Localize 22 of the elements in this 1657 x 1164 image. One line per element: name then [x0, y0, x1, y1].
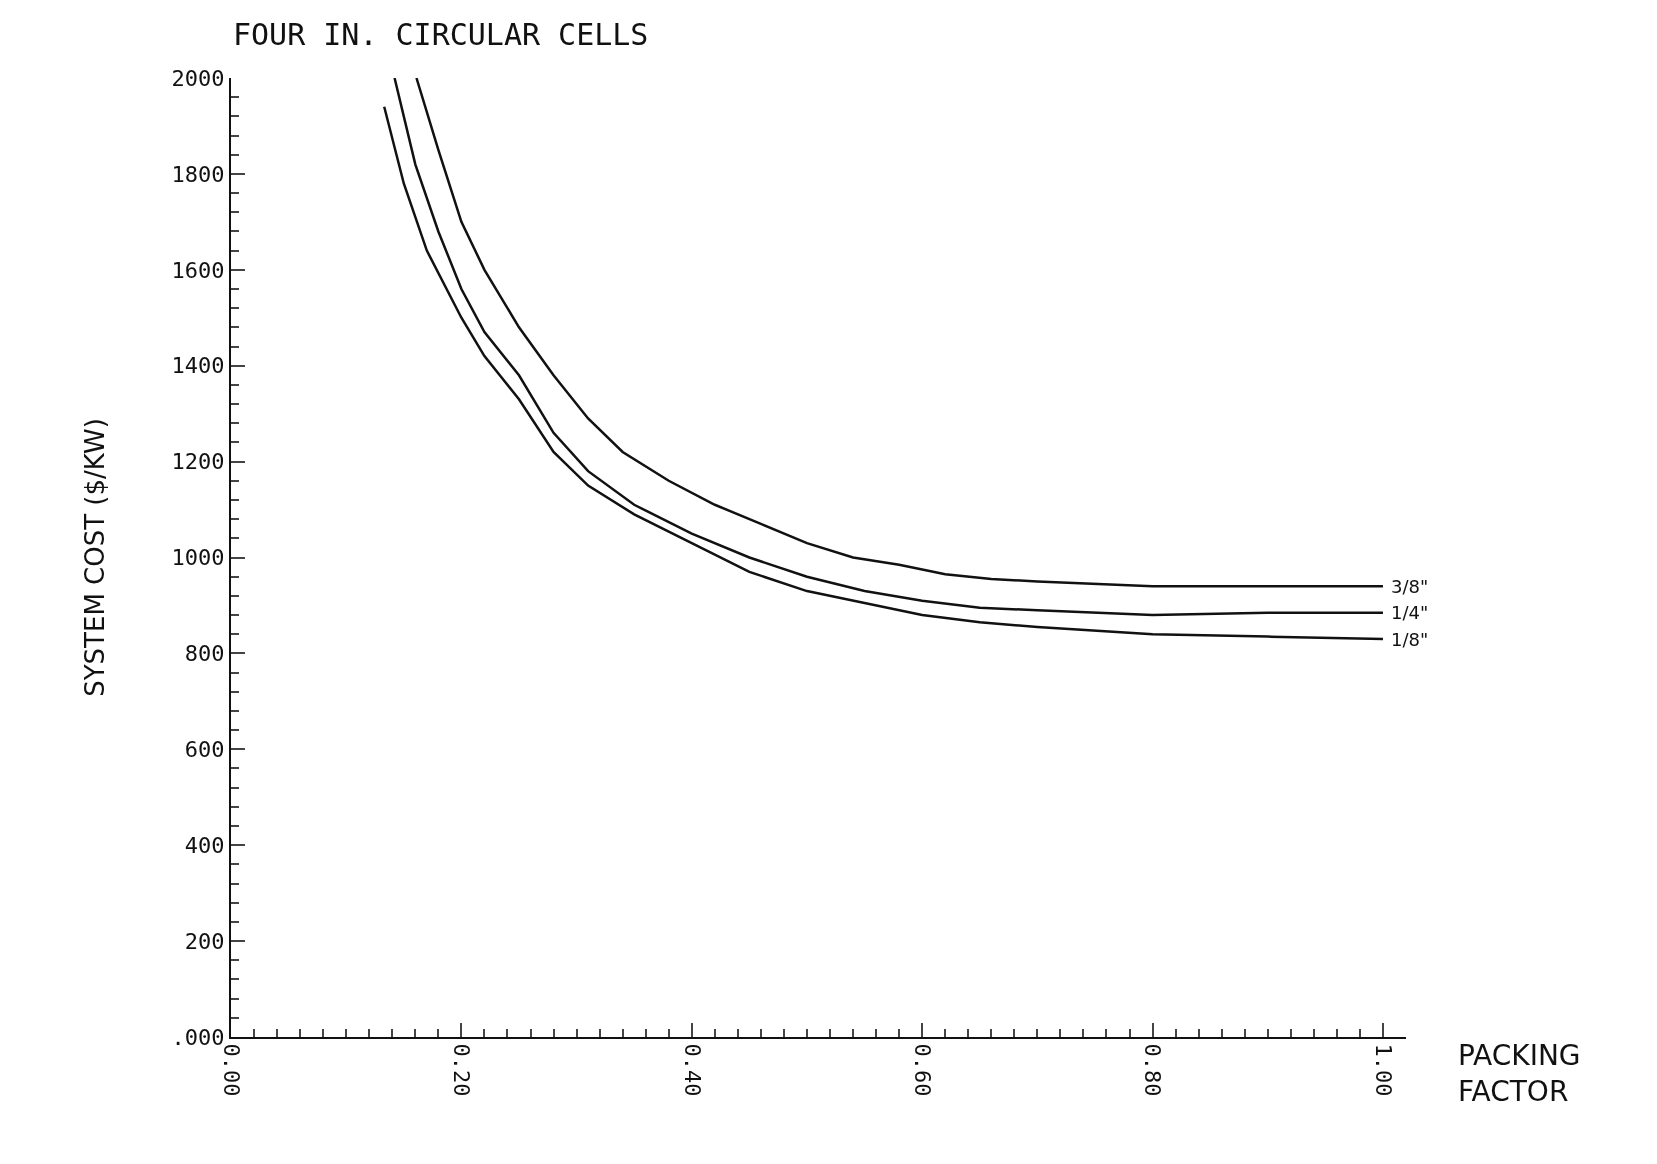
x-tick-label: 0.60 — [910, 1043, 936, 1097]
y-tick-label: 2000 — [171, 65, 225, 91]
y-tick-label: 1000 — [171, 545, 225, 571]
y-tick-label: .000 — [171, 1024, 225, 1050]
series-label: 1/8" — [1391, 629, 1429, 650]
y-tick-label: 1600 — [171, 257, 225, 283]
y-tick-label: 200 — [184, 928, 225, 954]
y-tick-label: 1400 — [171, 353, 225, 379]
series-label: 3/8" — [1391, 576, 1429, 597]
x-tick-label: 0.80 — [1140, 1043, 1166, 1097]
y-tick-label: 800 — [184, 641, 225, 667]
series-label: 1/4" — [1391, 602, 1429, 623]
y-axis-title: SYSTEM COST ($/KW) — [79, 418, 110, 697]
y-tick-label: 1800 — [171, 161, 225, 187]
y-tick-label: 1200 — [171, 449, 225, 475]
y-tick-label: 600 — [184, 737, 225, 762]
x-tick-label: 0.40 — [679, 1043, 705, 1097]
x-axis-title: PACKING FACTOR — [1458, 1039, 1581, 1109]
y-tick-label: 400 — [184, 832, 225, 858]
x-tick-label: 0.20 — [449, 1043, 475, 1097]
chart-title: FOUR IN. CIRCULAR CELLS — [233, 17, 649, 52]
x-tick-label: 1.00 — [1370, 1043, 1396, 1097]
